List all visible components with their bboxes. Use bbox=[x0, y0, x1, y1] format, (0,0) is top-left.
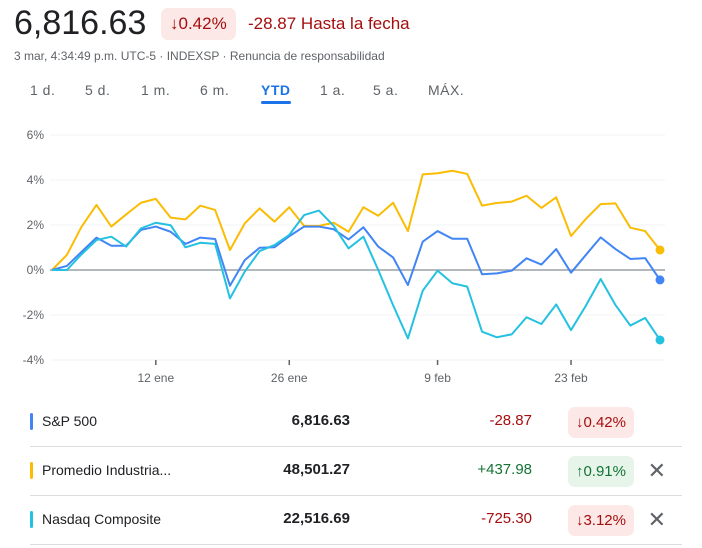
quote-meta: 3 mar, 4:34:49 p.m. UTC-5 · INDEXSP · Re… bbox=[14, 49, 385, 63]
index-change: -28.87 bbox=[489, 412, 532, 429]
range-tab-1m[interactable]: 1 m. bbox=[141, 82, 171, 98]
y-tick-label: 2% bbox=[27, 218, 45, 232]
series-end-point bbox=[655, 245, 665, 255]
range-tab-ytd[interactable]: YTD bbox=[261, 82, 291, 104]
ytd-change: -28.87 Hasta la fecha bbox=[248, 14, 410, 33]
series-color-marker bbox=[30, 413, 33, 430]
y-tick-label: -4% bbox=[23, 353, 45, 367]
y-tick-label: 0% bbox=[27, 263, 45, 277]
index-value: 48,501.27 bbox=[283, 461, 350, 478]
index-value: 22,516.69 bbox=[283, 510, 350, 527]
x-tick-label: 26 ene bbox=[271, 371, 308, 385]
comparison-row[interactable]: S&P 500 6,816.63 -28.87 ↓0.42% bbox=[30, 398, 682, 447]
series-line bbox=[52, 209, 661, 341]
x-tick-label: 9 feb bbox=[424, 371, 451, 385]
index-percent-badge: ↓3.12% bbox=[567, 505, 634, 536]
comparison-row[interactable]: Nasdaq Composite 22,516.69 -725.30 ↓3.12… bbox=[30, 496, 682, 545]
y-tick-label: -2% bbox=[23, 308, 45, 322]
index-name: S&P 500 bbox=[42, 413, 98, 429]
x-tick-label: 23 feb bbox=[554, 371, 588, 385]
y-tick-label: 4% bbox=[27, 173, 45, 187]
index-value: 6,816.63 bbox=[291, 412, 350, 429]
index-percent-badge: ↑0.91% bbox=[567, 456, 634, 487]
range-tab-6m[interactable]: 6 m. bbox=[200, 82, 230, 98]
range-tab-1y[interactable]: 1 a. bbox=[320, 82, 346, 98]
y-tick-label: 6% bbox=[27, 128, 45, 142]
remove-comparison-close-icon[interactable]: ✕ bbox=[647, 458, 666, 483]
index-name: Nasdaq Composite bbox=[42, 511, 162, 527]
series-line bbox=[51, 225, 661, 287]
index-name: Promedio Industria... bbox=[42, 462, 172, 478]
series-end-point bbox=[655, 335, 665, 345]
x-tick-label: 12 ene bbox=[137, 371, 174, 385]
series-line bbox=[51, 169, 661, 271]
index-percent-badge: ↓0.42% bbox=[567, 407, 634, 438]
index-change: +437.98 bbox=[477, 461, 532, 478]
comparison-row[interactable]: Promedio Industria... 48,501.27 +437.98 … bbox=[30, 447, 682, 496]
percent-change-badge: ↓0.42% bbox=[161, 8, 236, 40]
range-tab-5d[interactable]: 5 d. bbox=[85, 82, 111, 98]
range-tab-1d[interactable]: 1 d. bbox=[30, 82, 56, 98]
current-price: 6,816.63 bbox=[14, 4, 147, 42]
index-change: -725.30 bbox=[481, 510, 532, 527]
comparison-chart[interactable]: 6% 4% 2% 0% -2% -4% 12 ene 26 ene 9 feb 23 feb bbox=[0, 120, 702, 390]
series-color-marker bbox=[30, 462, 33, 479]
remove-comparison-close-icon[interactable]: ✕ bbox=[647, 507, 666, 532]
series-end-point bbox=[655, 275, 665, 285]
range-tab-max[interactable]: MÁX. bbox=[428, 82, 465, 98]
series-color-marker bbox=[30, 511, 33, 528]
range-tab-5y[interactable]: 5 a. bbox=[373, 82, 399, 98]
